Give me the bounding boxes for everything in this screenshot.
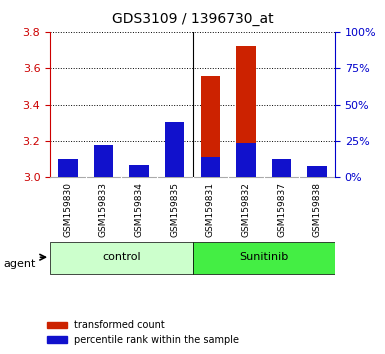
Bar	[272, 159, 291, 177]
Text: control: control	[102, 252, 141, 262]
Bar	[165, 122, 184, 177]
Text: GSM159833: GSM159833	[99, 182, 108, 238]
Legend: transformed count, percentile rank within the sample: transformed count, percentile rank withi…	[44, 316, 243, 349]
Bar	[129, 165, 149, 177]
Bar	[165, 126, 184, 177]
Text: GSM159838: GSM159838	[313, 182, 321, 238]
Bar	[236, 46, 256, 143]
Bar	[236, 143, 256, 177]
Text: GSM159835: GSM159835	[170, 182, 179, 238]
Text: GSM159831: GSM159831	[206, 182, 215, 238]
FancyBboxPatch shape	[192, 241, 335, 274]
Text: Sunitinib: Sunitinib	[239, 252, 288, 262]
Text: GSM159832: GSM159832	[241, 182, 250, 237]
Bar	[129, 172, 149, 177]
Bar	[94, 145, 113, 177]
Text: GSM159834: GSM159834	[135, 182, 144, 237]
Bar	[201, 158, 220, 177]
Bar	[201, 76, 220, 158]
Text: GSM159837: GSM159837	[277, 182, 286, 238]
Bar	[307, 170, 327, 177]
Bar	[236, 46, 256, 177]
Text: GSM159830: GSM159830	[64, 182, 72, 238]
Text: agent: agent	[4, 259, 36, 269]
Bar	[58, 165, 78, 177]
Bar	[94, 149, 113, 177]
Bar	[58, 159, 78, 177]
Bar	[272, 164, 291, 177]
FancyBboxPatch shape	[50, 241, 192, 274]
Text: GDS3109 / 1396730_at: GDS3109 / 1396730_at	[112, 12, 273, 27]
Bar	[307, 166, 327, 177]
Bar	[201, 76, 220, 177]
